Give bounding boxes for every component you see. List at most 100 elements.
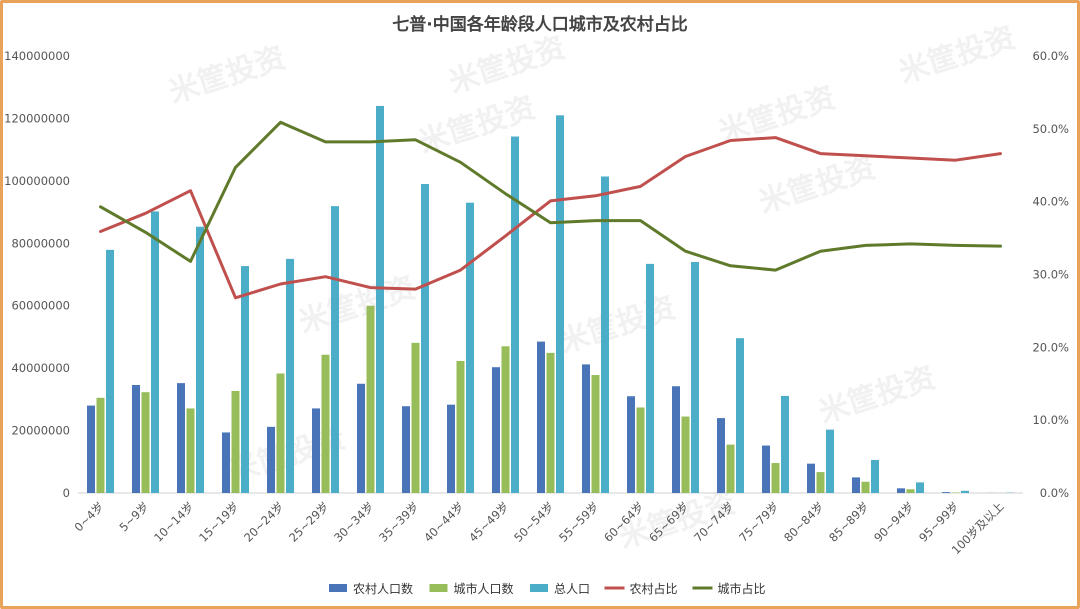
legend-label: 城市人口数 xyxy=(454,581,514,596)
y-left-tick-label: 40000000 xyxy=(11,361,70,375)
legend-label: 农村人口数 xyxy=(353,581,413,596)
bar-urban xyxy=(231,390,240,493)
bar-rural xyxy=(762,445,770,493)
bar-urban xyxy=(186,408,195,493)
bar-total xyxy=(376,105,384,493)
bar-urban xyxy=(591,375,600,493)
y-left-tick-label: 120000000 xyxy=(4,111,70,125)
watermark-text: 米筐投资 xyxy=(445,30,570,100)
x-tick-label: 45~49岁 xyxy=(466,499,512,545)
x-tick-label: 15~19岁 xyxy=(196,499,242,545)
bar-urban xyxy=(501,346,510,493)
bar-total xyxy=(916,482,924,493)
bar-rural xyxy=(852,477,860,493)
bar-rural xyxy=(717,418,725,493)
x-tick-label: 90~94岁 xyxy=(871,499,917,545)
bar-total xyxy=(106,249,114,493)
x-tick-label: 40~44岁 xyxy=(421,499,467,545)
bar-total xyxy=(781,395,789,493)
bar-total xyxy=(241,266,249,493)
bar-rural xyxy=(87,405,95,493)
x-tick-label: 50~54岁 xyxy=(511,499,557,545)
bar-total xyxy=(871,459,879,493)
x-tick-label: 10~14岁 xyxy=(151,499,197,545)
watermark-text: 米筐投资 xyxy=(165,40,290,110)
legend-swatch xyxy=(329,584,347,592)
x-tick-label: 80~84岁 xyxy=(781,499,827,545)
urban-ratio-line xyxy=(99,120,1002,272)
x-tick-label: 55~59岁 xyxy=(556,499,602,545)
watermark-text: 米筐投资 xyxy=(555,290,680,360)
bar-urban xyxy=(726,444,735,493)
bar-rural xyxy=(132,384,140,493)
bar-rural xyxy=(807,463,815,493)
bar-total xyxy=(286,258,294,493)
bar-urban xyxy=(411,342,420,493)
x-tick-label: 85~89岁 xyxy=(826,499,872,545)
x-axis-labels: 0~4岁 5~9岁 10~14岁 15~19岁 20~24岁 25~29岁 30~34岁 35… xyxy=(71,499,1006,557)
bar-urban xyxy=(861,481,870,493)
bar-rural xyxy=(402,406,410,493)
bar-rural xyxy=(582,364,590,493)
bar-urban xyxy=(681,416,690,493)
bar-rural xyxy=(312,408,320,493)
bar-total xyxy=(466,202,474,493)
watermark-text: 米筐投资 xyxy=(755,150,880,220)
bar-rural xyxy=(492,367,500,493)
legend-swatch xyxy=(429,584,448,592)
x-tick-label: 30~34岁 xyxy=(331,499,377,545)
legend-label: 城市占比 xyxy=(718,581,766,596)
y-left-tick-label: 140000000 xyxy=(4,49,70,63)
bar-rural xyxy=(942,492,950,493)
bar-rural xyxy=(177,383,185,493)
bar-rural xyxy=(222,432,230,493)
bar-urban xyxy=(546,352,555,493)
y-right-tick-label: 20.0% xyxy=(1032,340,1069,354)
y-left-tick-label: 20000000 xyxy=(11,424,70,438)
bar-rural xyxy=(627,396,635,493)
x-tick-label: 20~24岁 xyxy=(241,499,287,545)
legend-label: 农村占比 xyxy=(630,581,678,596)
y-left-tick-label: 80000000 xyxy=(11,236,70,250)
x-tick-label: 25~29岁 xyxy=(286,499,332,545)
bar-total xyxy=(556,115,564,494)
legend-label: 总人口 xyxy=(554,582,590,596)
x-tick-label: 75~79岁 xyxy=(736,499,782,545)
bar-total xyxy=(331,206,339,493)
rural-ratio-line xyxy=(99,136,1002,300)
bar-urban xyxy=(636,407,645,493)
bar-total xyxy=(691,262,699,493)
bar-urban xyxy=(771,463,780,493)
y-right-tick-label: 0.0% xyxy=(1040,486,1069,500)
bar-urban xyxy=(456,360,465,493)
bar-total xyxy=(421,183,429,493)
bar-total xyxy=(646,263,654,493)
bar-total xyxy=(511,136,519,494)
bar-total xyxy=(601,176,609,494)
x-tick-label: 5~9岁 xyxy=(116,499,151,534)
bar-urban xyxy=(366,305,375,493)
x-tick-label: 0~4岁 xyxy=(71,499,106,534)
bar-rural xyxy=(537,341,545,493)
bar-urban xyxy=(276,373,285,493)
watermark-text: 米筐投资 xyxy=(295,270,420,340)
bar-rural xyxy=(897,488,905,493)
y-left-tick-label: 100000000 xyxy=(4,174,70,188)
y-right-tick-label: 40.0% xyxy=(1032,195,1069,209)
bar-total xyxy=(961,490,969,493)
x-tick-label: 35~39岁 xyxy=(376,499,422,545)
bar-rural xyxy=(357,383,365,493)
bar-total xyxy=(736,338,744,493)
chart-title: 七普·中国各年龄段人口城市及农村占比 xyxy=(392,14,687,35)
watermark-text: 米筐投资 xyxy=(815,360,940,430)
bar-total xyxy=(151,211,159,493)
y-right-tick-label: 50.0% xyxy=(1032,122,1069,136)
lines xyxy=(99,120,1002,300)
bar-total xyxy=(196,226,204,494)
bar-urban xyxy=(141,392,150,493)
bar-total xyxy=(826,429,834,493)
legend: 农村人口数 城市人口数 总人口 农村占比 城市占比 xyxy=(329,581,766,596)
bar-urban xyxy=(96,397,105,493)
